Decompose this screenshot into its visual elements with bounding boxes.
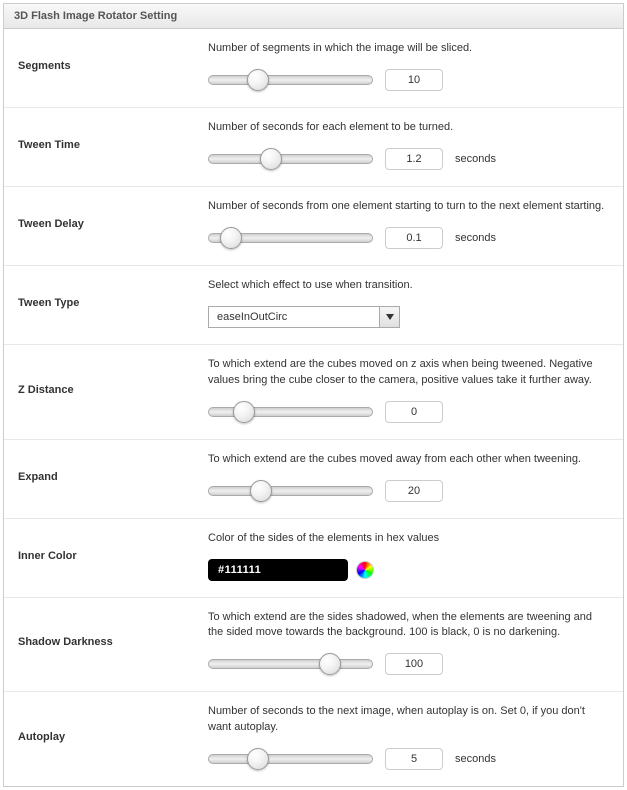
setting-label: Tween Delay (18, 199, 208, 249)
control-line: seconds (208, 227, 609, 249)
tween-type-select[interactable]: easeInOutCirc (208, 306, 400, 328)
setting-label: Tween Time (18, 120, 208, 170)
select-value: easeInOutCirc (209, 307, 379, 327)
setting-desc: Number of segments in which the image wi… (208, 41, 609, 57)
setting-row-z-distance: Z Distance To which extend are the cubes… (4, 345, 623, 440)
setting-body: Number of seconds to the next image, whe… (208, 704, 609, 770)
setting-row-expand: Expand To which extend are the cubes mov… (4, 440, 623, 519)
setting-row-segments: Segments Number of segments in which the… (4, 29, 623, 108)
control-line (208, 69, 609, 91)
unit-label: seconds (455, 153, 496, 165)
setting-row-shadow-darkness: Shadow Darkness To which extend are the … (4, 598, 623, 693)
tween-delay-input[interactable] (385, 227, 443, 249)
setting-desc: To which extend are the cubes moved on z… (208, 357, 609, 389)
autoplay-input[interactable] (385, 748, 443, 770)
setting-row-tween-type: Tween Type Select which effect to use wh… (4, 266, 623, 345)
setting-body: Number of seconds from one element start… (208, 199, 609, 249)
setting-desc: To which extend are the cubes moved away… (208, 452, 609, 468)
setting-row-tween-time: Tween Time Number of seconds for each el… (4, 108, 623, 187)
segments-input[interactable] (385, 69, 443, 91)
setting-label: Shadow Darkness (18, 610, 208, 676)
control-line: #111111 (208, 559, 609, 581)
shadow-darkness-input[interactable] (385, 653, 443, 675)
expand-slider[interactable] (208, 484, 373, 498)
slider-track (208, 154, 373, 164)
control-line (208, 480, 609, 502)
unit-label: seconds (455, 232, 496, 244)
segments-slider[interactable] (208, 73, 373, 87)
setting-body: To which extend are the cubes moved away… (208, 452, 609, 502)
control-line (208, 653, 609, 675)
tween-time-slider[interactable] (208, 152, 373, 166)
panel-title: 3D Flash Image Rotator Setting (4, 4, 623, 29)
settings-panel: 3D Flash Image Rotator Setting Segments … (3, 3, 624, 787)
slider-thumb[interactable] (250, 480, 272, 502)
setting-desc: Color of the sides of the elements in he… (208, 531, 609, 547)
setting-label: Expand (18, 452, 208, 502)
setting-desc: Number of seconds to the next image, whe… (208, 704, 609, 736)
control-line: seconds (208, 748, 609, 770)
setting-desc: Number of seconds for each element to be… (208, 120, 609, 136)
shadow-darkness-slider[interactable] (208, 657, 373, 671)
slider-thumb[interactable] (233, 401, 255, 423)
autoplay-slider[interactable] (208, 752, 373, 766)
setting-label: Tween Type (18, 278, 208, 328)
slider-track (208, 486, 373, 496)
setting-body: Select which effect to use when transiti… (208, 278, 609, 328)
setting-desc: To which extend are the sides shadowed, … (208, 610, 609, 642)
unit-label: seconds (455, 753, 496, 765)
slider-track (208, 754, 373, 764)
setting-desc: Number of seconds from one element start… (208, 199, 609, 215)
control-line: seconds (208, 148, 609, 170)
setting-desc: Select which effect to use when transiti… (208, 278, 609, 294)
setting-body: To which extend are the sides shadowed, … (208, 610, 609, 676)
tween-time-input[interactable] (385, 148, 443, 170)
inner-color-input[interactable]: #111111 (208, 559, 348, 581)
setting-row-tween-delay: Tween Delay Number of seconds from one e… (4, 187, 623, 266)
setting-row-autoplay: Autoplay Number of seconds to the next i… (4, 692, 623, 786)
setting-label: Autoplay (18, 704, 208, 770)
slider-track (208, 75, 373, 85)
z-distance-slider[interactable] (208, 405, 373, 419)
setting-body: Number of seconds for each element to be… (208, 120, 609, 170)
slider-thumb[interactable] (247, 748, 269, 770)
setting-row-inner-color: Inner Color Color of the sides of the el… (4, 519, 623, 598)
setting-label: Z Distance (18, 357, 208, 423)
slider-thumb[interactable] (260, 148, 282, 170)
z-distance-input[interactable] (385, 401, 443, 423)
control-line (208, 401, 609, 423)
setting-label: Segments (18, 41, 208, 91)
slider-track (208, 659, 373, 669)
color-picker-icon[interactable] (356, 561, 374, 579)
slider-thumb[interactable] (220, 227, 242, 249)
chevron-down-icon[interactable] (379, 307, 399, 327)
expand-input[interactable] (385, 480, 443, 502)
slider-thumb[interactable] (247, 69, 269, 91)
slider-thumb[interactable] (319, 653, 341, 675)
setting-body: To which extend are the cubes moved on z… (208, 357, 609, 423)
setting-body: Color of the sides of the elements in he… (208, 531, 609, 581)
tween-delay-slider[interactable] (208, 231, 373, 245)
setting-label: Inner Color (18, 531, 208, 581)
setting-body: Number of segments in which the image wi… (208, 41, 609, 91)
